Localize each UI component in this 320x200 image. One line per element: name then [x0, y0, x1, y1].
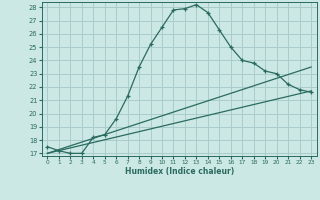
X-axis label: Humidex (Indice chaleur): Humidex (Indice chaleur): [124, 167, 234, 176]
